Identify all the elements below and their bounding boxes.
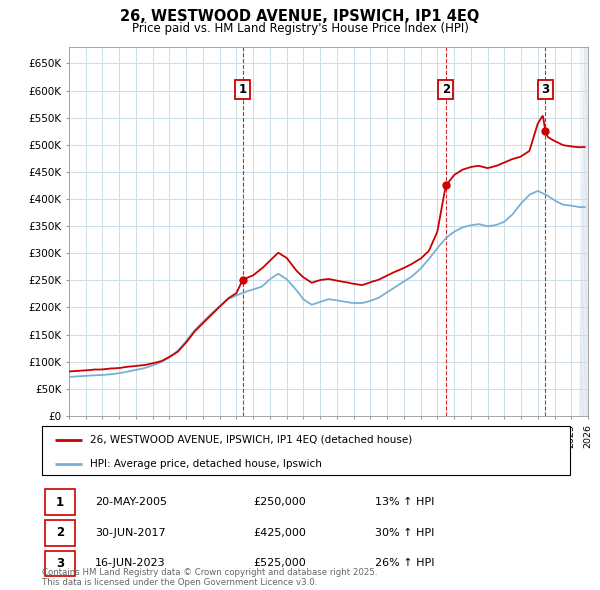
Text: 1: 1 [56,496,64,509]
Text: 16-JUN-2023: 16-JUN-2023 [95,559,166,568]
Text: Contains HM Land Registry data © Crown copyright and database right 2025.
This d: Contains HM Land Registry data © Crown c… [42,568,377,587]
Bar [44,489,75,515]
Text: Price paid vs. HM Land Registry's House Price Index (HPI): Price paid vs. HM Land Registry's House … [131,22,469,35]
Text: £425,000: £425,000 [253,528,306,537]
Bar [44,550,75,576]
Text: 30% ↑ HPI: 30% ↑ HPI [374,528,434,537]
Text: 30-JUN-2017: 30-JUN-2017 [95,528,166,537]
Text: £525,000: £525,000 [253,559,306,568]
Text: 26, WESTWOOD AVENUE, IPSWICH, IP1 4EQ (detached house): 26, WESTWOOD AVENUE, IPSWICH, IP1 4EQ (d… [89,435,412,445]
Text: 2: 2 [56,526,64,539]
Text: 13% ↑ HPI: 13% ↑ HPI [374,497,434,507]
Text: 3: 3 [541,83,550,96]
Bar [44,520,75,546]
Text: £250,000: £250,000 [253,497,306,507]
Text: 26% ↑ HPI: 26% ↑ HPI [374,559,434,568]
Text: 20-MAY-2005: 20-MAY-2005 [95,497,167,507]
Text: 2: 2 [442,83,450,96]
Text: 3: 3 [56,557,64,570]
Text: HPI: Average price, detached house, Ipswich: HPI: Average price, detached house, Ipsw… [89,459,322,469]
Text: 1: 1 [239,83,247,96]
Text: 26, WESTWOOD AVENUE, IPSWICH, IP1 4EQ: 26, WESTWOOD AVENUE, IPSWICH, IP1 4EQ [121,9,479,24]
